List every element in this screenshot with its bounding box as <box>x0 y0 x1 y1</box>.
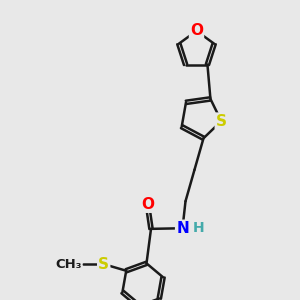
Text: H: H <box>193 221 205 235</box>
Text: O: O <box>141 197 154 212</box>
Text: N: N <box>176 221 189 236</box>
Text: S: S <box>216 114 227 129</box>
Text: CH₃: CH₃ <box>55 258 82 271</box>
Text: S: S <box>98 256 109 272</box>
Text: O: O <box>190 23 203 38</box>
